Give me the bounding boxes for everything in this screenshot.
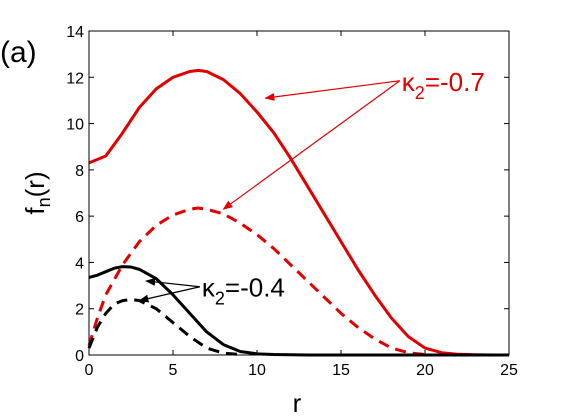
x-tick-label: 5 <box>169 362 178 379</box>
y-tick-label: 4 <box>75 255 84 272</box>
x-tick-label: 10 <box>248 362 266 379</box>
series-line-1 <box>88 68 509 357</box>
x-tick-label: 20 <box>416 362 434 379</box>
series-line-3 <box>88 265 509 357</box>
annotation-subscript: 2 <box>415 83 425 103</box>
y-tick-label: 12 <box>66 70 84 87</box>
y-axis-title: fn(r) <box>20 171 54 214</box>
series-layer <box>87 68 509 357</box>
y-tick-label: 10 <box>66 117 84 134</box>
x-tick-label: 25 <box>500 362 518 379</box>
annotation-kappa: κ <box>202 273 216 303</box>
annotation-kappa: κ <box>402 67 416 97</box>
panel-label: (a) <box>0 36 37 69</box>
annotation-arrow <box>145 277 200 288</box>
y-tick-label: 0 <box>75 348 84 365</box>
x-tick-label: 0 <box>85 362 94 379</box>
y-axis-title-main: f <box>20 207 50 215</box>
y-tick-label: 6 <box>75 209 84 226</box>
plot-frame <box>88 30 510 356</box>
x-tick-label: 15 <box>332 362 350 379</box>
annotation-subscript: 2 <box>215 289 225 309</box>
y-axis-title-tail: (r) <box>20 171 50 197</box>
annotation-label-2: κ2=-0.4 <box>202 273 285 309</box>
annotation-layer: κ2=-0.7κ2=-0.4 <box>138 67 485 309</box>
annotation-arrow <box>264 80 400 101</box>
y-axis-title-sub: n <box>34 197 54 207</box>
y-tick-label: 14 <box>66 24 84 41</box>
annotation-value: =-0.7 <box>425 67 485 97</box>
y-tick-label: 8 <box>75 163 84 180</box>
annotation-value: =-0.4 <box>225 273 285 303</box>
annotation-arrow <box>138 286 201 303</box>
annotation-arrow <box>222 80 401 210</box>
annotation-label-1: κ2=-0.7 <box>402 67 485 103</box>
x-axis-title: r <box>293 388 302 418</box>
ticks-layer: 0 5 10 15 20 25 0 2 4 6 8 10 12 14 <box>66 24 518 379</box>
y-tick-label: 2 <box>75 302 84 319</box>
